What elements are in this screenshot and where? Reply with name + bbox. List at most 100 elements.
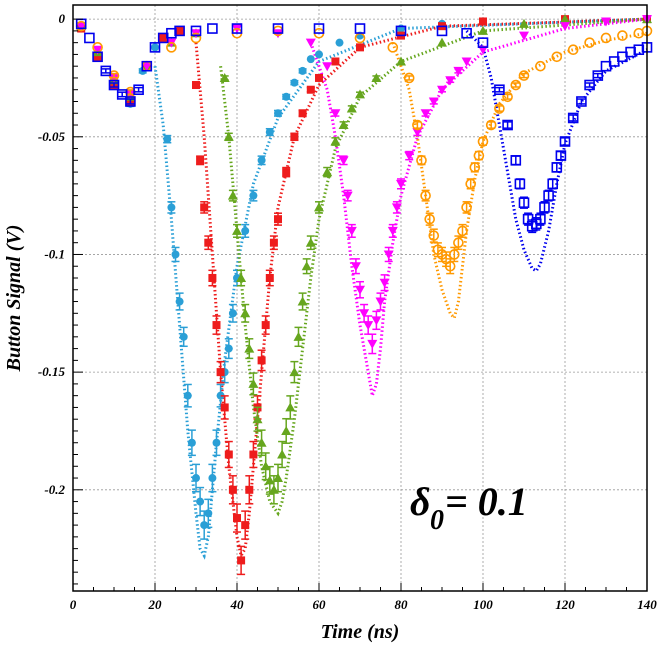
data-point [315,73,323,82]
data-point [494,103,505,114]
data-point [231,23,243,34]
y-tick-label: 0 [59,11,66,26]
data-point [367,339,378,349]
data-point [510,79,522,91]
data-point [387,226,398,236]
data-point [478,25,488,35]
data-point [204,509,213,518]
data-point [469,162,481,173]
y-tick-label: -0.1 [44,246,65,261]
data-point [289,367,300,377]
data-point [175,297,184,306]
data-point [371,72,382,82]
y-tick-label: -0.15 [38,364,66,379]
data-point [125,96,136,107]
data-point [187,438,196,447]
data-point [477,37,489,48]
data-point [331,57,340,66]
data-point [257,356,266,365]
data-point [354,23,366,34]
data-point [264,475,275,485]
fit-curve-3 [219,17,648,517]
data-point [601,17,611,27]
data-point [350,262,361,272]
data-point [298,109,307,118]
data-point [133,84,144,96]
series-4 [76,15,652,355]
data-point [92,45,103,55]
data-point [224,344,233,353]
data-point [297,296,308,306]
data-point [403,72,415,84]
data-point [346,226,357,236]
data-point [335,38,344,47]
data-point [256,437,267,447]
data-point [257,156,266,165]
data-point [273,473,283,483]
data-point [448,249,460,260]
data-point [174,25,185,37]
data-point [391,203,402,213]
data-point [204,238,213,247]
data-point [330,136,341,146]
data-point [514,178,526,190]
data-point [371,316,382,326]
data-point [163,135,172,144]
data-point [412,119,423,131]
data-point [567,112,579,124]
tick-labels: 0 20 40 60 80 100 120 140 0 -0.05 -0.1 -0.15 -0.2 [38,11,657,612]
data-point [227,190,238,200]
data-point [159,33,168,42]
data-point [192,474,200,483]
data-point [76,22,87,32]
data-point [437,37,447,47]
x-tick-label: 120 [555,597,575,612]
data-point [485,119,497,131]
data-point [502,91,513,103]
data-point [149,42,161,53]
data-point [420,109,431,119]
data-point [478,45,488,55]
data-point [547,178,559,190]
data-point [338,120,349,130]
data-point [555,150,567,161]
data-point [543,190,554,201]
data-point [465,178,477,190]
data-point [428,230,440,241]
data-point [444,260,456,272]
data-point [220,403,229,412]
series-6 [75,18,653,234]
data-point [233,514,241,523]
data-point [519,18,529,28]
data-point [379,278,390,288]
data-point [356,43,364,52]
data-point [437,85,447,95]
data-point [196,156,205,165]
data-point [461,57,472,67]
x-tick-label: 20 [148,597,163,612]
data-point [282,168,291,177]
data-point [551,162,563,173]
data-point [93,52,102,61]
data-point [338,156,349,166]
data-point [219,72,230,82]
data-point [183,391,192,400]
x-tick-label: 140 [637,597,657,612]
x-tick-label: 60 [313,597,327,612]
data-point [281,425,292,435]
data-point [355,285,365,295]
data-point [216,368,225,377]
data-point [473,150,485,161]
data-points [75,14,653,576]
data-point [502,119,513,131]
data-point [560,22,570,32]
data-point [236,272,247,282]
data-point [212,321,221,330]
data-point [424,213,436,225]
data-point [322,167,333,177]
data-point [535,60,546,72]
x-tick-label: 40 [230,597,245,612]
data-point [108,79,120,91]
data-point [395,25,407,37]
